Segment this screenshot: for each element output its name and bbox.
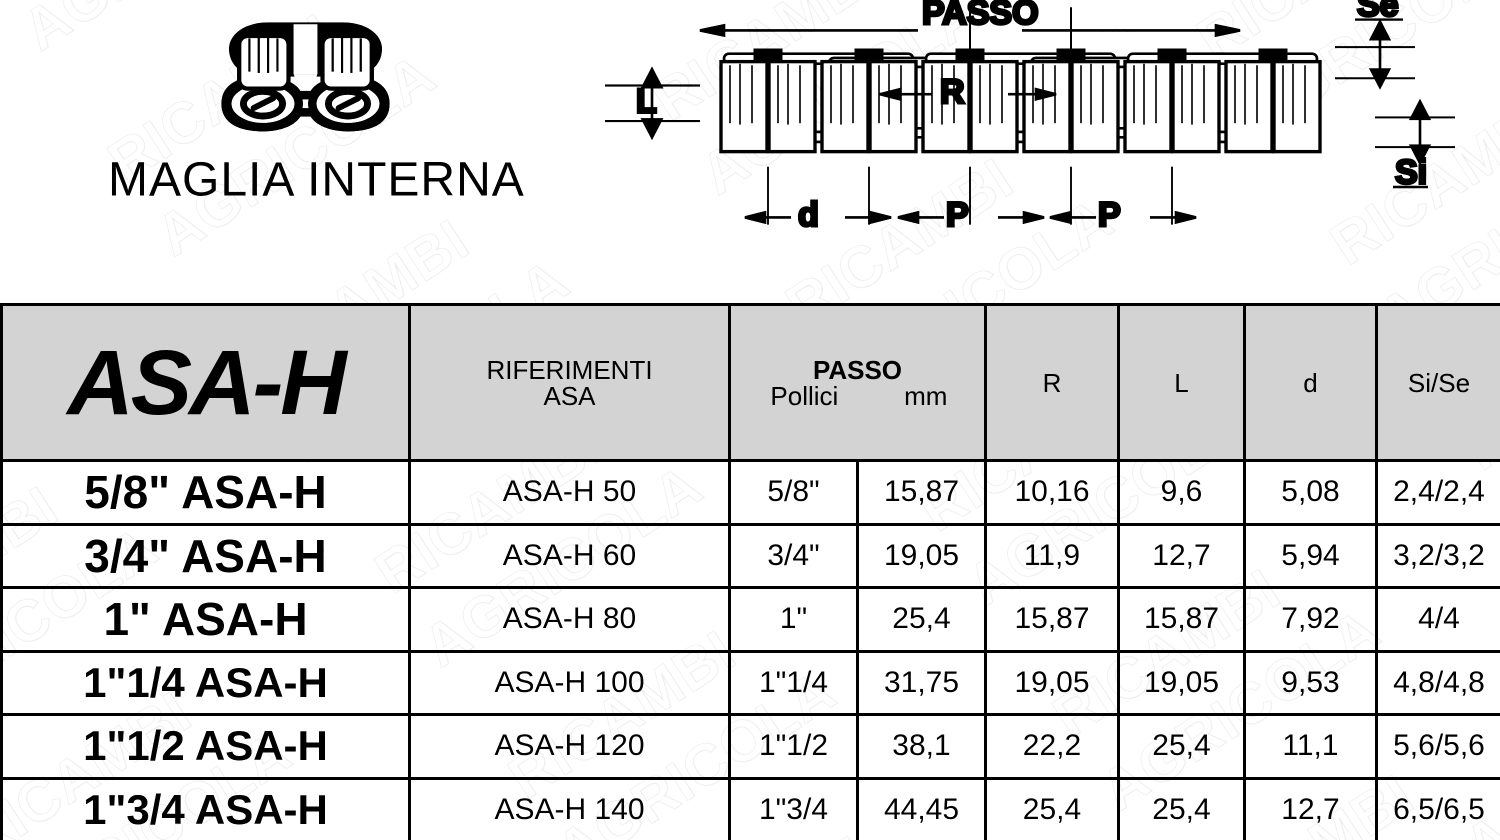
svg-text:Si: Si — [1395, 153, 1427, 191]
svg-text:L: L — [636, 82, 657, 120]
svg-text:R: R — [940, 73, 965, 111]
svg-text:MAGLIA INTERNA: MAGLIA INTERNA — [108, 154, 525, 207]
svg-text:d: d — [798, 196, 819, 234]
svg-text:PASSO: PASSO — [922, 0, 1039, 32]
svg-text:P: P — [1098, 196, 1121, 234]
svg-text:P: P — [946, 196, 969, 234]
